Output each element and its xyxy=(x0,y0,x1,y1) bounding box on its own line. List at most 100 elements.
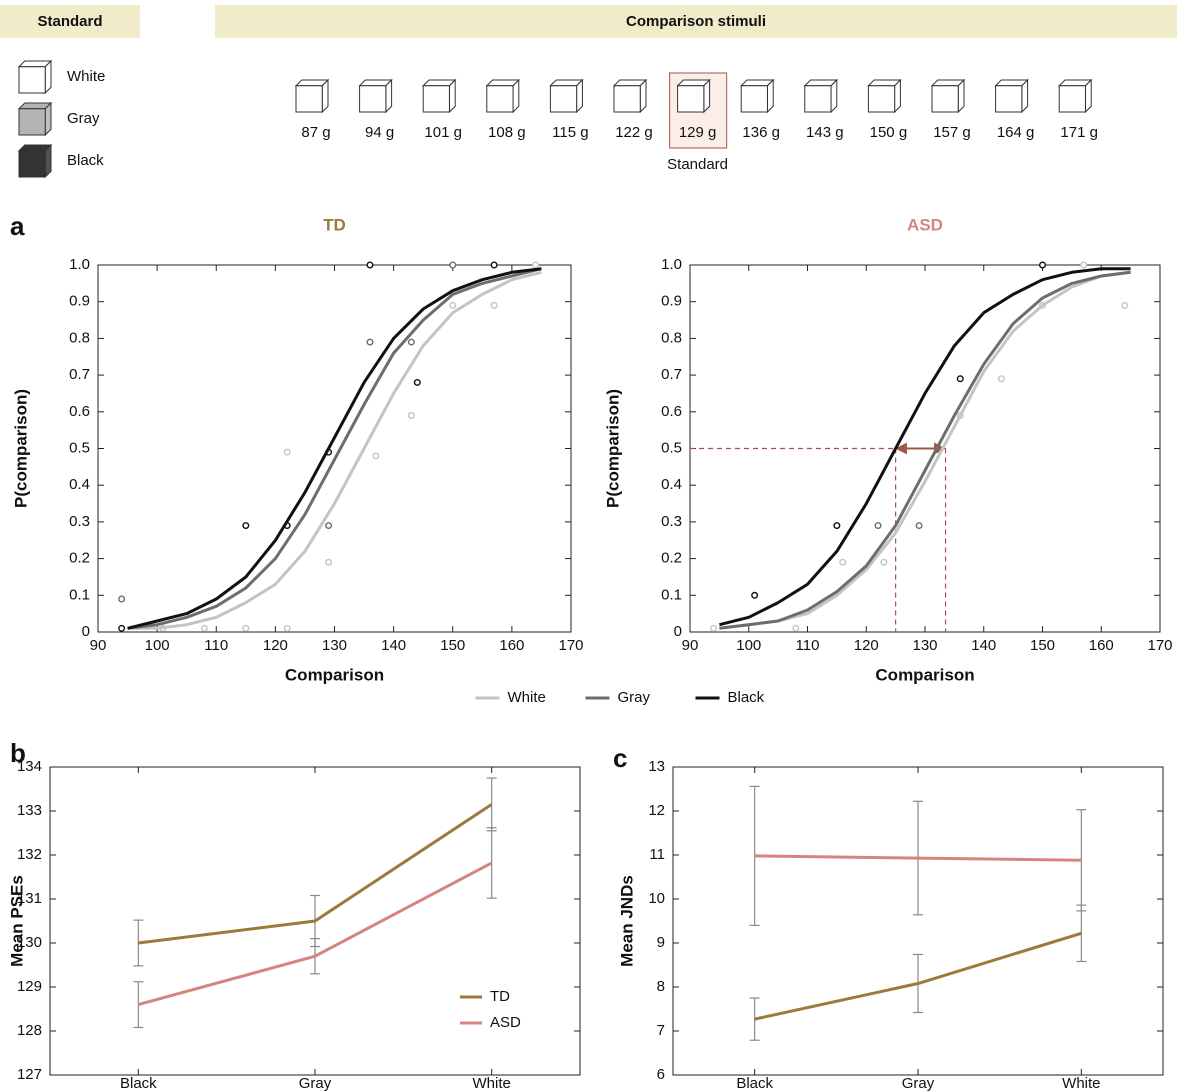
series-line xyxy=(138,803,493,945)
panel-label: a xyxy=(10,211,25,241)
x-tick-label: Gray xyxy=(299,1075,332,1092)
cube-side xyxy=(1021,78,1029,114)
cube-front xyxy=(867,85,896,113)
data-point xyxy=(118,624,126,632)
y-tick-label: 1.0 xyxy=(69,256,90,273)
x-axis-label: Comparison xyxy=(285,665,384,684)
cube-front xyxy=(995,85,1023,113)
y-tick-label: 0.5 xyxy=(661,439,682,456)
y-tick-label: 0 xyxy=(674,623,682,640)
cube-front xyxy=(613,85,641,113)
y-tick-label: 12 xyxy=(648,802,665,819)
stimulus-label: 150 g xyxy=(870,124,908,141)
y-tick-label: 0.1 xyxy=(661,586,682,603)
y-tick-label: 11 xyxy=(649,846,665,863)
y-tick-label: 0 xyxy=(82,623,90,640)
cube-front xyxy=(549,85,578,113)
data-point xyxy=(283,624,291,632)
legend-label: Black xyxy=(67,152,104,169)
cube-side xyxy=(894,78,901,114)
y-axis-label: P(comparison) xyxy=(11,389,30,508)
y-tick-label: 128 xyxy=(17,1022,42,1039)
x-tick-label: 170 xyxy=(1147,637,1172,654)
y-axis-label: P(comparison) xyxy=(603,389,622,508)
x-tick-label: 110 xyxy=(204,637,228,654)
y-tick-label: 130 xyxy=(17,934,42,951)
x-tick-label: 100 xyxy=(736,637,761,654)
y-tick-label: 0.9 xyxy=(69,293,90,310)
stimulus-label: 171 g xyxy=(1060,124,1098,141)
y-tick-label: 13 xyxy=(648,758,665,775)
x-tick-label: 120 xyxy=(263,637,288,654)
stimulus-label: 108 g xyxy=(488,124,526,141)
x-tick-label: 100 xyxy=(145,637,170,654)
cube-side xyxy=(321,78,329,114)
y-tick-label: 134 xyxy=(17,758,42,775)
cube-front xyxy=(740,85,768,113)
cube-front xyxy=(677,85,705,113)
data-point xyxy=(751,591,759,599)
stimulus-label: 129 g xyxy=(679,124,717,141)
cube-front xyxy=(18,150,46,178)
data-point xyxy=(118,595,126,603)
x-tick-label: 90 xyxy=(682,637,699,654)
x-tick-label: 140 xyxy=(971,637,996,654)
cube-side xyxy=(766,78,774,114)
cube-side xyxy=(703,78,711,114)
x-tick-label: 140 xyxy=(381,637,406,654)
data-point xyxy=(997,375,1005,383)
x-tick-label: 150 xyxy=(1030,637,1055,654)
y-tick-label: 0.9 xyxy=(661,293,682,310)
cube-side xyxy=(448,78,456,114)
data-point xyxy=(242,624,250,632)
data-point xyxy=(1121,301,1129,309)
cube-front xyxy=(359,85,387,113)
x-tick-label: Black xyxy=(736,1075,773,1092)
cube-side xyxy=(830,78,838,114)
series-line xyxy=(137,861,493,1007)
x-tick-label: 120 xyxy=(854,637,879,654)
x-tick-label: 150 xyxy=(440,637,465,654)
cube-front xyxy=(18,66,46,94)
y-axis-label: Mean JNDs xyxy=(617,875,636,967)
stimulus-label: 122 g xyxy=(615,124,653,141)
panel-label: b xyxy=(10,738,26,768)
header-box xyxy=(215,5,1177,38)
data-point xyxy=(366,261,374,269)
y-tick-label: 0.3 xyxy=(69,513,90,530)
stimulus-label: 143 g xyxy=(806,124,844,141)
data-point xyxy=(283,448,291,456)
y-tick-label: 9 xyxy=(657,934,665,951)
y-tick-label: 132 xyxy=(17,846,42,863)
psychometric-curve xyxy=(719,270,1131,630)
cube-side xyxy=(44,143,52,179)
psychometric-curve xyxy=(719,267,1131,627)
cube-side xyxy=(1084,78,1092,114)
y-tick-label: 0.8 xyxy=(661,329,682,346)
data-point xyxy=(407,338,415,346)
y-tick-label: 0.3 xyxy=(661,513,682,530)
cube-front xyxy=(804,85,832,113)
series-line xyxy=(754,931,1082,1021)
x-tick-label: 90 xyxy=(90,637,107,654)
header-title: Standard xyxy=(37,13,102,30)
x-tick-label: Gray xyxy=(902,1075,935,1092)
y-tick-label: 0.2 xyxy=(661,550,682,567)
data-point xyxy=(413,378,421,386)
cube-side xyxy=(44,101,52,137)
y-tick-label: 0.6 xyxy=(661,403,682,420)
y-tick-label: 0.7 xyxy=(661,366,682,383)
data-point xyxy=(833,522,841,530)
stimulus-label: 101 g xyxy=(424,124,462,141)
x-tick-label: 110 xyxy=(796,637,820,654)
legend-label: Gray xyxy=(67,110,100,127)
psychometric-curve xyxy=(127,270,542,630)
psychometric-curve xyxy=(127,267,542,630)
cube-side xyxy=(44,59,52,95)
cube-front xyxy=(486,85,514,113)
cube-front xyxy=(18,108,46,136)
data-point xyxy=(1080,261,1088,269)
y-axis-label: Mean PSEs xyxy=(7,875,26,967)
data-point xyxy=(490,261,498,269)
